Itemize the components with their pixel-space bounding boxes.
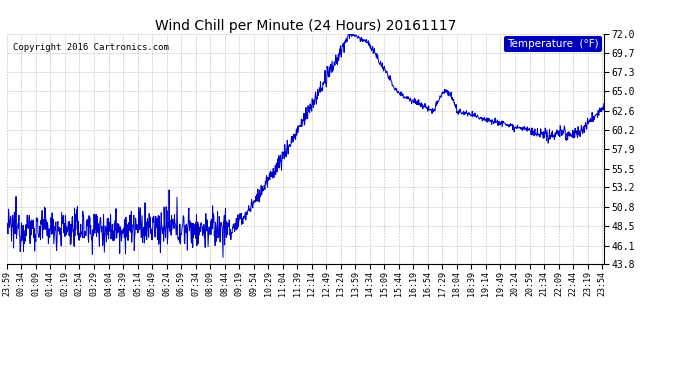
- Title: Wind Chill per Minute (24 Hours) 20161117: Wind Chill per Minute (24 Hours) 2016111…: [155, 19, 456, 33]
- Text: Copyright 2016 Cartronics.com: Copyright 2016 Cartronics.com: [13, 43, 169, 52]
- Legend: Temperature  (°F): Temperature (°F): [504, 36, 602, 52]
